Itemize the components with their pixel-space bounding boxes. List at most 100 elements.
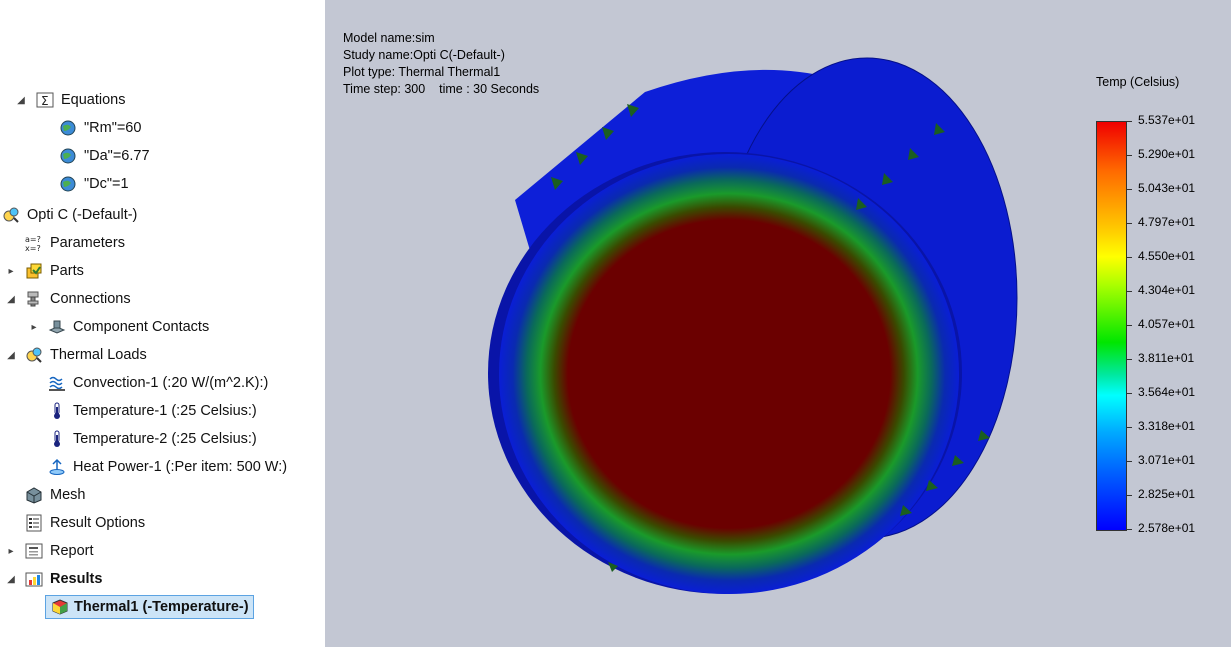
tree-item-equations[interactable]: Σ Equations [35,88,128,112]
component-contacts-label: Component Contacts [73,319,210,335]
legend-tick-label: 3.318e+01 [1138,419,1196,433]
plot-info: Model name:sim Study name:Opti C(-Defaul… [343,30,539,98]
legend-tick-label: 3.564e+01 [1138,385,1196,399]
legend-tick-mark [1126,223,1132,224]
arrow-marker [602,127,614,140]
arrow-marker [882,173,893,185]
results-folder-icon [24,569,44,589]
mesh-label: Mesh [50,487,86,503]
tree-item-study[interactable]: Opti C (-Default-) [1,203,139,227]
tree-item-connections[interactable]: Connections [24,287,133,311]
tree-item-parts[interactable]: Parts [24,259,86,283]
tree-item-report[interactable]: Report [24,539,96,563]
temperature-1-label: Temperature-1 (:25 Celsius:) [73,403,257,419]
legend-tick-label: 2.578e+01 [1138,521,1196,535]
arrow-marker [900,505,912,516]
connections-label: Connections [50,291,131,307]
globe-icon [58,146,78,166]
tree-item-heat-power[interactable]: Heat Power-1 (:Per item: 500 W:) [47,455,289,479]
thermal-loads-icon [24,345,44,365]
expand-results-toggle[interactable]: ◢ [7,573,15,585]
tree-item-results[interactable]: Results [24,567,104,591]
legend-tick-label: 3.811e+01 [1138,351,1195,365]
legend-tick-mark [1126,291,1132,292]
tree-item-thermal-loads[interactable]: Thermal Loads [24,343,149,367]
tree-item-thermal1[interactable]: Thermal1 (-Temperature-) [45,594,254,620]
legend-tick-label: 4.304e+01 [1138,283,1196,297]
expand-report-toggle[interactable]: ▸ [8,545,14,557]
tree-item-component-contacts[interactable]: Component Contacts [47,315,211,339]
convection-icon [47,373,67,393]
expand-connections-toggle[interactable]: ◢ [7,293,15,305]
thermal-loads-label: Thermal Loads [50,347,147,363]
result-options-icon [24,513,44,533]
legend-tick-mark [1126,121,1132,122]
expand-equations-toggle[interactable]: ◢ [17,94,25,106]
legend-tick-mark [1126,393,1132,394]
tree-item-result-options[interactable]: Result Options [24,511,147,535]
tree-item-mesh[interactable]: Mesh [24,483,87,507]
arrow-marker [856,198,867,210]
equations-label: Equations [61,92,126,108]
legend-tick-mark [1126,495,1132,496]
expand-parts-toggle[interactable]: ▸ [8,265,14,277]
equations-icon: Σ [35,90,55,110]
legend-tick-label: 5.537e+01 [1138,113,1196,127]
legend-tick-label: 5.290e+01 [1138,147,1196,161]
tree-item-temperature-2[interactable]: Temperature-2 (:25 Celsius:) [47,427,259,451]
parameters-label: Parameters [50,235,125,251]
tree-item-equation-da[interactable]: "Da"=6.77 [58,144,152,168]
svg-text:Σ: Σ [41,94,49,108]
legend-tick-mark [1126,325,1132,326]
globe-icon [58,118,78,138]
equation-dc-label: "Dc"=1 [84,176,129,192]
temperature-2-label: Temperature-2 (:25 Celsius:) [73,431,257,447]
arrow-marker [952,455,964,466]
parts-icon [24,261,44,281]
arrow-marker [551,177,563,190]
time-step-text: Time step: 300 time : 30 Seconds [343,82,540,96]
study-label: Opti C (-Default-) [27,207,138,223]
svg-text:a=?: a=? [25,235,41,244]
expand-thermal-loads-toggle[interactable]: ◢ [7,349,15,361]
thermal-model-render[interactable] [325,0,1231,647]
mesh-icon [24,485,44,505]
connections-icon [24,289,44,309]
graphics-viewport[interactable]: Model name:sim Study name:Opti C(-Defaul… [325,0,1231,647]
arrow-marker [978,430,990,441]
legend-tick-mark [1126,427,1132,428]
legend-tick-mark [1126,155,1132,156]
result-options-label: Result Options [50,515,146,531]
feature-tree: ◢ Σ Equations "Rm"=60 "Da"=6.77 "Dc"=1 O… [0,0,325,647]
expand-component-contacts-toggle[interactable]: ▸ [31,321,37,333]
tree-item-convection[interactable]: Convection-1 (:20 W/(m^2.K):) [47,371,270,395]
plot-type-text: Plot type: Thermal Thermal1 [343,65,501,79]
tree-item-parameters[interactable]: a=? x=? Parameters [24,231,127,255]
parts-label: Parts [50,263,84,279]
tree-item-equation-rm[interactable]: "Rm"=60 [58,116,143,140]
thermal1-selected[interactable]: Thermal1 (-Temperature-) [45,595,254,619]
tree-item-equation-dc[interactable]: "Dc"=1 [58,172,131,196]
legend-tick-label: 3.071e+01 [1138,453,1196,467]
tree-item-temperature-1[interactable]: Temperature-1 (:25 Celsius:) [47,399,259,423]
convection-label: Convection-1 (:20 W/(m^2.K):) [73,375,269,391]
thermometer-icon [47,401,67,421]
arrow-marker [926,480,938,491]
globe-icon [58,174,78,194]
legend-tick-label: 5.043e+01 [1138,181,1196,195]
legend-tick-label: 4.057e+01 [1138,317,1196,331]
legend-tick-label: 4.550e+01 [1138,249,1196,263]
study-name-text: Study name:Opti C(-Default-) [343,48,505,62]
legend-tick-label: 4.797e+01 [1138,215,1196,229]
svg-text:x=?: x=? [25,244,41,252]
legend-tick-mark [1126,257,1132,258]
thermal1-label: Thermal1 (-Temperature-) [74,599,249,615]
legend-tick-mark [1126,529,1132,530]
report-icon [24,541,44,561]
arrow-marker [576,152,588,165]
arrow-marker [934,123,945,135]
legend-color-bar [1096,121,1127,531]
cylinder-front-face [499,154,959,594]
study-icon [1,205,21,225]
heat-power-icon [47,457,67,477]
